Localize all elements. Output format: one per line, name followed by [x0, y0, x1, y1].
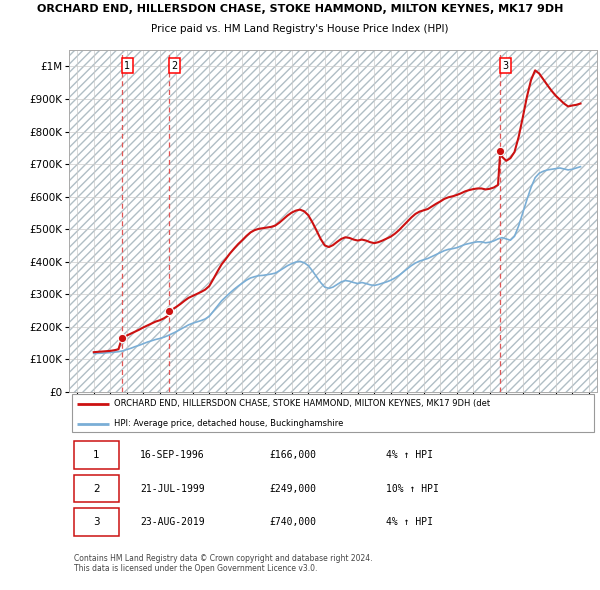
- Text: £249,000: £249,000: [269, 484, 317, 494]
- Text: 23-AUG-2019: 23-AUG-2019: [140, 517, 205, 527]
- Text: £166,000: £166,000: [269, 450, 317, 460]
- Text: Price paid vs. HM Land Registry's House Price Index (HPI): Price paid vs. HM Land Registry's House …: [151, 24, 449, 34]
- FancyBboxPatch shape: [71, 394, 595, 432]
- Text: 4% ↑ HPI: 4% ↑ HPI: [386, 517, 433, 527]
- Text: 1: 1: [124, 61, 131, 71]
- FancyBboxPatch shape: [74, 475, 119, 503]
- Text: 10% ↑ HPI: 10% ↑ HPI: [386, 484, 439, 494]
- Text: Contains HM Land Registry data © Crown copyright and database right 2024.
This d: Contains HM Land Registry data © Crown c…: [74, 553, 373, 573]
- Text: 1: 1: [93, 450, 100, 460]
- FancyBboxPatch shape: [74, 441, 119, 469]
- Text: 2: 2: [172, 61, 178, 71]
- Text: 2: 2: [93, 484, 100, 494]
- Text: £740,000: £740,000: [269, 517, 317, 527]
- Text: ORCHARD END, HILLERSDON CHASE, STOKE HAMMOND, MILTON KEYNES, MK17 9DH (det: ORCHARD END, HILLERSDON CHASE, STOKE HAM…: [114, 399, 490, 408]
- Text: HPI: Average price, detached house, Buckinghamshire: HPI: Average price, detached house, Buck…: [114, 419, 343, 428]
- Text: 16-SEP-1996: 16-SEP-1996: [140, 450, 205, 460]
- Text: 21-JUL-1999: 21-JUL-1999: [140, 484, 205, 494]
- Text: 3: 3: [503, 61, 509, 71]
- FancyBboxPatch shape: [74, 509, 119, 536]
- Text: 4% ↑ HPI: 4% ↑ HPI: [386, 450, 433, 460]
- Text: 3: 3: [93, 517, 100, 527]
- Text: ORCHARD END, HILLERSDON CHASE, STOKE HAMMOND, MILTON KEYNES, MK17 9DH: ORCHARD END, HILLERSDON CHASE, STOKE HAM…: [37, 4, 563, 14]
